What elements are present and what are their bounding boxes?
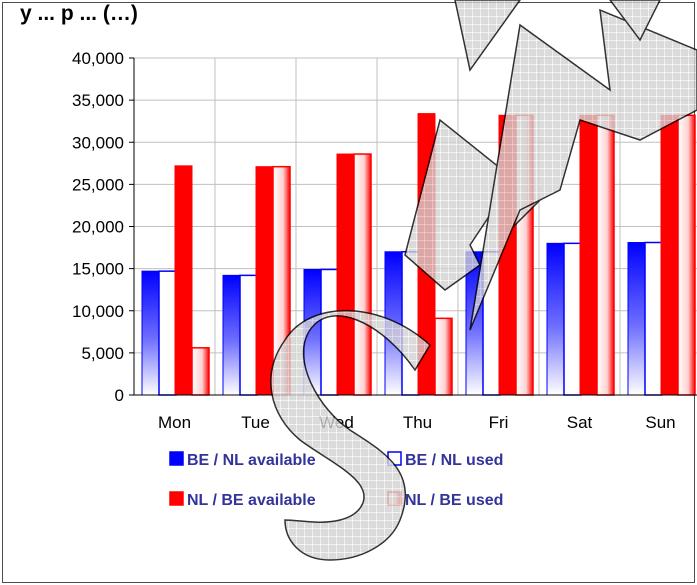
bar-be-nl-used-wed (320, 268, 339, 396)
legend-label: NL / BE used (405, 492, 503, 509)
bar-nl-be-used-sat (596, 114, 615, 396)
legend: BE / NL available BE / NL used NL / BE ava… (169, 451, 503, 509)
y-tick-label: 0 (115, 386, 124, 405)
x-tick-label: Fri (489, 413, 509, 432)
x-tick-label: Sun (645, 413, 675, 432)
y-tick-label: 15,000 (72, 260, 124, 279)
bar-be-nl-available-tue (222, 274, 241, 396)
bar-be-nl-available-sun (627, 242, 646, 396)
watermark-letter-s (270, 309, 431, 561)
watermark-stroke-2 (609, 0, 661, 42)
bar-be-nl-used-mon (158, 270, 177, 396)
bar-nl-be-available-wed (336, 153, 355, 396)
x-tick-label: Sat (567, 413, 593, 432)
y-tick-label: 10,000 (72, 302, 124, 321)
bar-nl-be-used-sun (677, 114, 696, 396)
sample-watermark (270, 0, 697, 561)
chart-title: y ... p ... (…) (20, 2, 138, 25)
bar-be-nl-used-tue (239, 274, 258, 396)
watermark-stroke-1 (454, 0, 521, 72)
bar-nl-be-available-mon (174, 165, 193, 396)
legend-label: BE / NL available (187, 452, 316, 469)
x-tick-label: Thu (403, 413, 432, 432)
legend-swatch (169, 451, 184, 466)
legend-swatch (169, 491, 184, 506)
bar-nl-be-available-tue (255, 166, 274, 396)
watermark-letter-m (469, 8, 697, 331)
bar-be-nl-available-mon (141, 270, 160, 396)
y-tick-label: 25,000 (72, 175, 124, 194)
bar-be-nl-used-sat (563, 242, 582, 396)
bar-nl-be-used-mon (191, 347, 210, 396)
legend-label: NL / BE available (187, 492, 316, 509)
bar-nl-be-available-sun (660, 114, 679, 396)
y-tick-label: 35,000 (72, 91, 124, 110)
y-tick-label: 40,000 (72, 49, 124, 68)
bar-nl-be-used-wed (353, 153, 372, 396)
bar-be-nl-used-thu (401, 251, 420, 396)
x-tick-label: Mon (158, 413, 191, 432)
bar-nl-be-used-thu (434, 317, 453, 396)
bar-be-nl-used-sun (644, 241, 663, 396)
bar-nl-be-available-sat (579, 114, 598, 396)
x-tick-label: Tue (241, 413, 270, 432)
y-tick-label: 20,000 (72, 218, 124, 237)
bar-be-nl-available-sat (546, 242, 565, 396)
legend-label: BE / NL used (405, 452, 503, 469)
y-tick-label: 5,000 (81, 344, 124, 363)
y-tick-label: 30,000 (72, 133, 124, 152)
